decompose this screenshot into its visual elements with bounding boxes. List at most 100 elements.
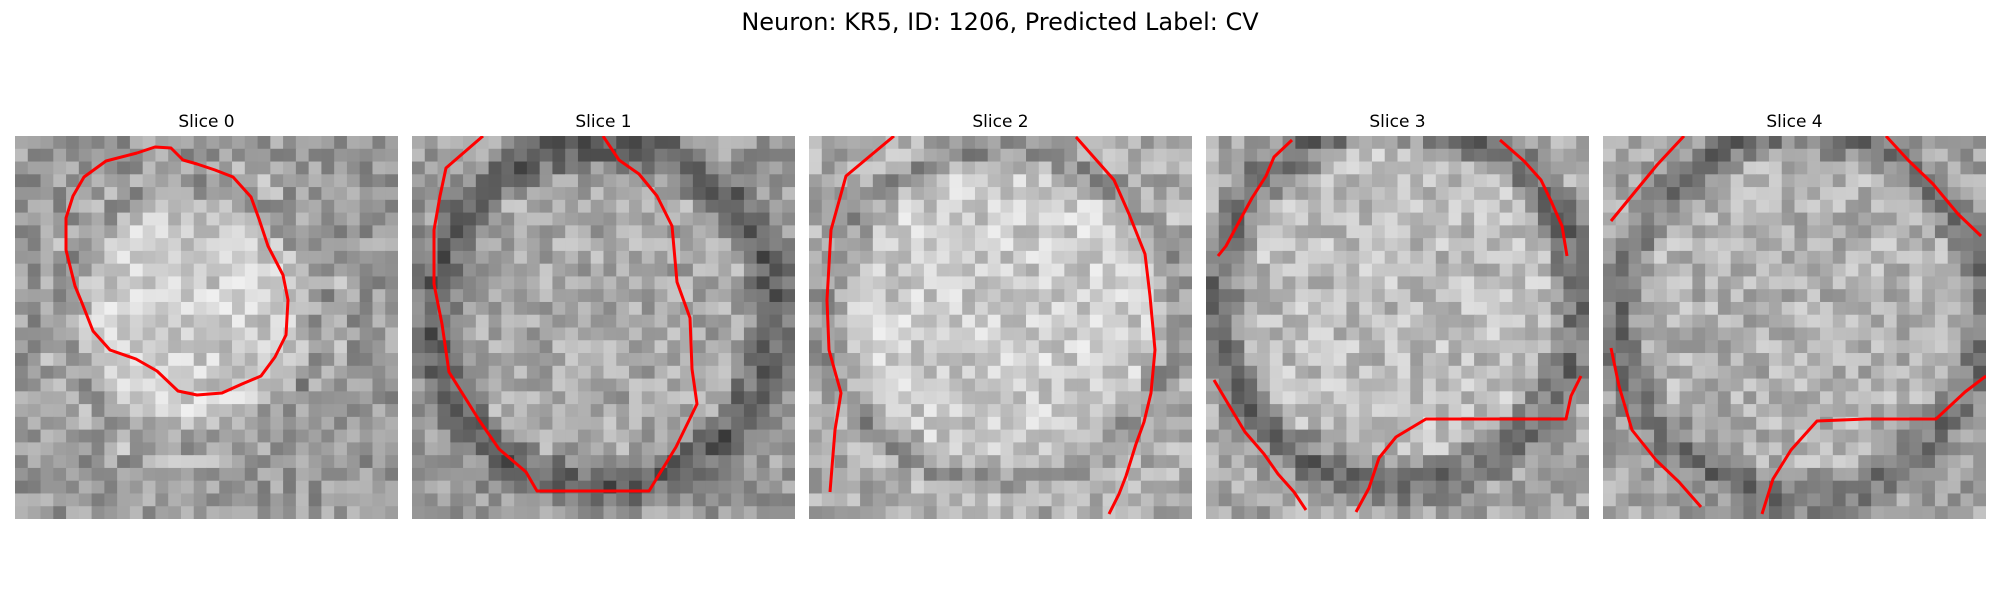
pixel [1743, 429, 1757, 443]
pixel [334, 442, 348, 456]
pixel [590, 327, 605, 341]
pixel [565, 238, 579, 252]
pixel [1166, 289, 1180, 303]
pixel [1896, 404, 1910, 418]
pixel [616, 301, 630, 316]
pixel [257, 136, 271, 150]
pixel [1115, 238, 1129, 252]
pixel [15, 148, 29, 163]
pixel [295, 378, 310, 392]
pixel [1206, 314, 1220, 329]
pixel [1448, 327, 1462, 341]
pixel [40, 199, 54, 214]
pixel [616, 353, 630, 367]
pixel [1179, 187, 1192, 201]
pixel [206, 174, 220, 188]
pixel [321, 136, 335, 150]
pixel [769, 250, 783, 265]
pixel [1474, 314, 1488, 329]
pixel [809, 416, 823, 431]
pixel [346, 353, 361, 367]
pixel [1026, 404, 1040, 418]
pixel [936, 506, 951, 519]
pixel [359, 250, 374, 265]
pixel [962, 416, 976, 431]
pixel [1781, 225, 1796, 239]
pixel [385, 416, 398, 431]
pixel [1858, 506, 1872, 519]
pixel [193, 212, 208, 226]
pixel [412, 506, 426, 519]
pixel [1743, 353, 1757, 367]
pixel [1781, 289, 1796, 303]
pixel [1397, 480, 1411, 495]
pixel [743, 493, 758, 507]
pixel [1308, 340, 1322, 354]
pixel [680, 161, 694, 175]
pixel [1000, 365, 1014, 380]
pixel [129, 429, 144, 443]
pixel [1206, 212, 1220, 226]
pixel [1115, 429, 1129, 443]
pixel [1717, 148, 1732, 163]
pixel [1845, 301, 1859, 316]
pixel [1089, 378, 1104, 392]
pixel [1654, 480, 1668, 495]
pixel [1537, 429, 1552, 443]
pixel [142, 136, 157, 150]
pixel [424, 327, 439, 341]
pixel [1269, 378, 1284, 392]
pixel [1371, 161, 1386, 175]
pixel [1397, 365, 1411, 380]
pixel [1269, 480, 1284, 495]
pixel [1206, 161, 1220, 175]
pixel [1679, 212, 1693, 226]
pixel [1550, 327, 1565, 341]
pixel [1909, 276, 1923, 290]
pixel [117, 212, 131, 226]
pixel [1346, 289, 1360, 303]
pixel [1563, 442, 1577, 456]
pixel [15, 289, 29, 303]
pixel [1499, 136, 1513, 150]
pixel [1641, 199, 1655, 214]
pixel [334, 314, 348, 329]
pixel [590, 365, 605, 380]
pixel [295, 506, 310, 519]
pixel [1641, 314, 1655, 329]
pixel [603, 327, 617, 341]
pixel [1730, 136, 1745, 150]
pixel [283, 225, 297, 239]
pixel [295, 493, 310, 507]
pixel [1089, 442, 1104, 456]
pixel [911, 404, 925, 418]
pixel [629, 314, 643, 329]
pixel [1820, 199, 1834, 214]
pixel [1705, 212, 1719, 226]
pixel [1397, 506, 1411, 519]
pixel [1423, 289, 1437, 303]
pixel [1308, 455, 1322, 469]
pixel [756, 429, 771, 443]
pixel [1896, 429, 1910, 443]
pixel [629, 327, 643, 341]
pixel [1794, 301, 1808, 316]
pixel [1781, 416, 1796, 431]
pixel [91, 301, 105, 316]
pixel [334, 416, 348, 431]
pixel [1077, 404, 1091, 418]
pixel [1153, 225, 1168, 239]
pixel [66, 314, 80, 329]
pixel [834, 263, 848, 278]
pixel [308, 327, 322, 341]
pixel [923, 391, 938, 405]
pixel [872, 187, 887, 201]
pixel [872, 263, 887, 278]
pixel [334, 467, 348, 482]
pixel [91, 416, 105, 431]
pixel [66, 365, 80, 380]
pixel [1871, 187, 1885, 201]
pixel [206, 416, 220, 431]
pixel [629, 455, 643, 469]
pixel [1794, 493, 1808, 507]
